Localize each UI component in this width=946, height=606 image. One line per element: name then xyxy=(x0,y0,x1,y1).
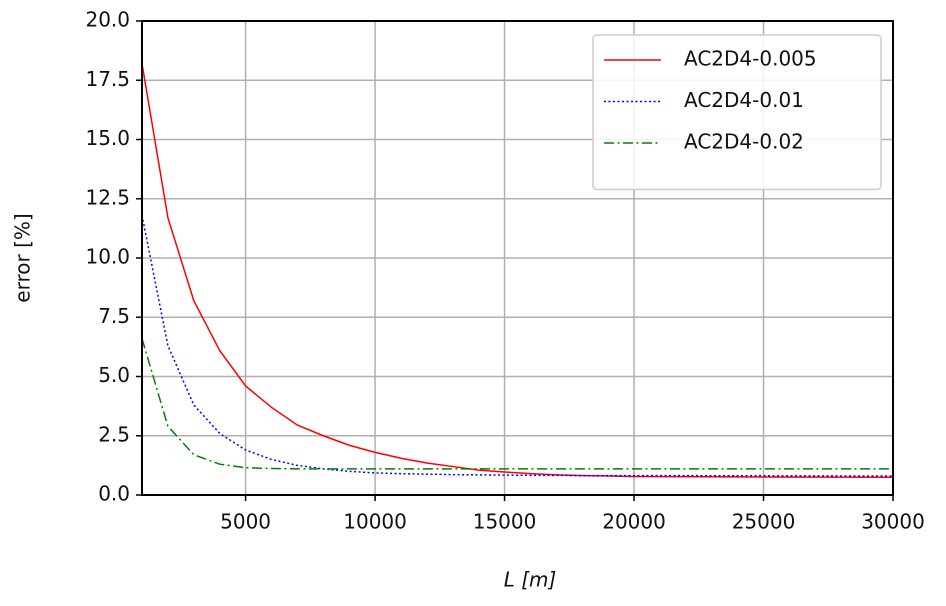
legend-box xyxy=(592,34,882,191)
y-tick-label: 20.0 xyxy=(85,8,130,32)
y-tick-label: 17.5 xyxy=(85,67,130,91)
x-tick-label: 30000 xyxy=(861,510,925,534)
y-axis-label: error [%] xyxy=(11,213,35,302)
legend-label: AC2D4-0.005 xyxy=(684,47,817,71)
y-tick-label: 10.0 xyxy=(85,245,130,269)
x-tick-label: 10000 xyxy=(343,510,407,534)
x-axis-label: L [m] xyxy=(504,568,557,592)
legend-label: AC2D4-0.02 xyxy=(684,130,804,154)
y-tick-label: 0.0 xyxy=(98,482,130,506)
line-series xyxy=(141,63,894,478)
line-series xyxy=(141,338,893,470)
y-tick-label: 7.5 xyxy=(98,304,130,328)
axes-frame xyxy=(141,20,894,496)
x-tick-label: 5000 xyxy=(220,510,271,534)
y-tick-label: 12.5 xyxy=(85,185,130,209)
x-tick-label: 25000 xyxy=(732,510,796,534)
y-tick-label: 15.0 xyxy=(85,126,130,150)
legend-label: AC2D4-0.01 xyxy=(684,88,804,112)
y-tick-label: 5.0 xyxy=(98,363,130,387)
line-series xyxy=(141,215,894,477)
x-tick-label: 20000 xyxy=(602,510,666,534)
y-tick-label: 2.5 xyxy=(98,422,130,446)
x-tick-label: 15000 xyxy=(473,510,537,534)
